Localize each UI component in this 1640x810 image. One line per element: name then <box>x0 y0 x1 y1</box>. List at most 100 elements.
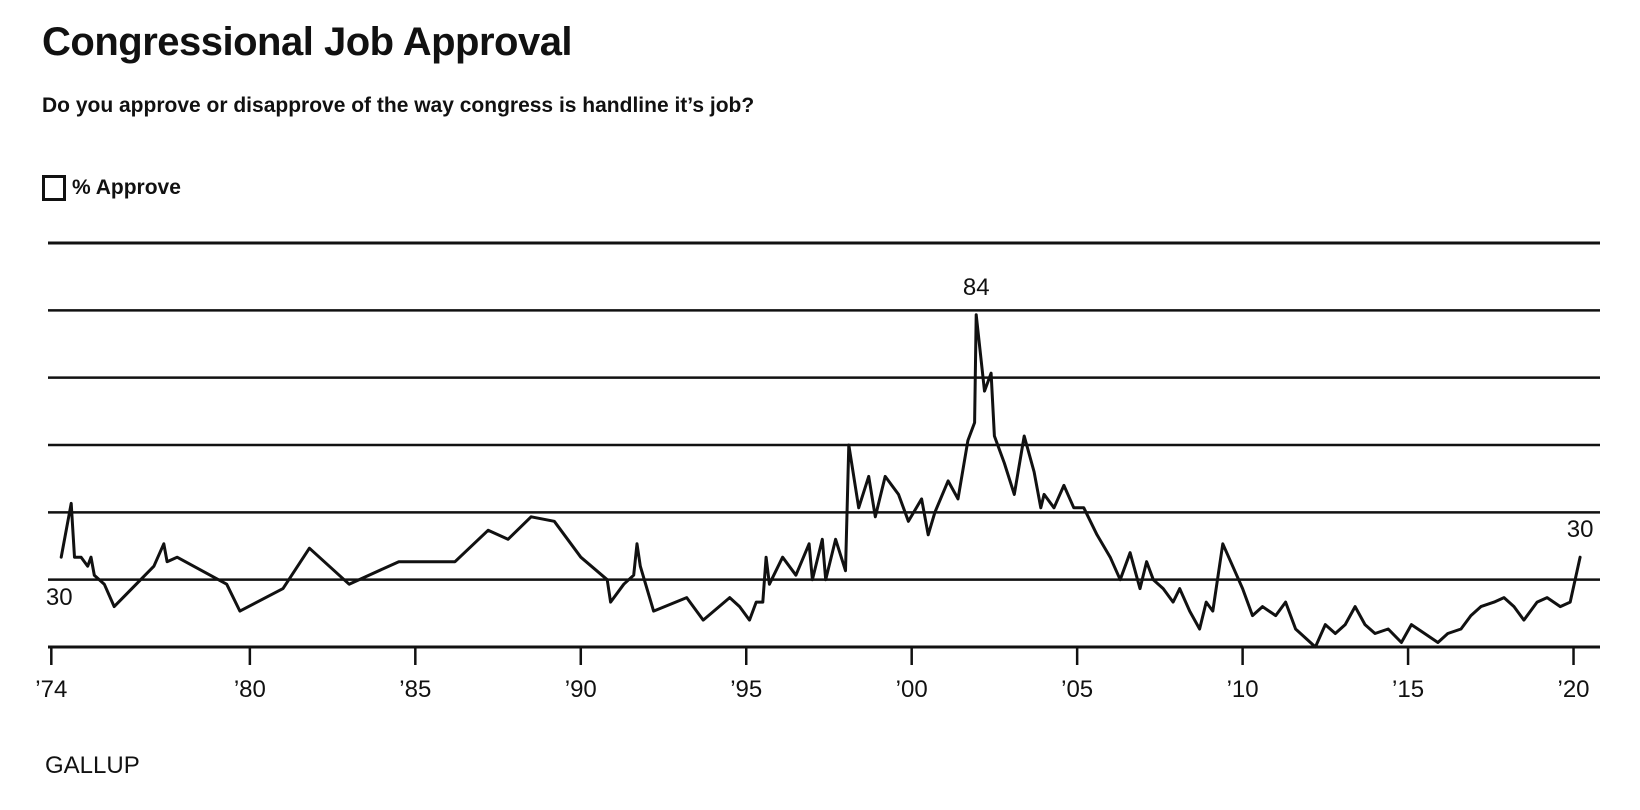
data-point <box>1460 628 1462 630</box>
data-point <box>1222 543 1224 545</box>
x-tick-label: ’05 <box>1061 676 1093 703</box>
data-point <box>1275 615 1277 617</box>
data-point <box>348 583 350 585</box>
x-tick-label: ’15 <box>1392 676 1424 703</box>
data-point <box>639 565 641 567</box>
data-point <box>1493 601 1495 603</box>
data-point <box>825 579 827 581</box>
data-point <box>1480 606 1482 608</box>
data-point <box>226 583 228 585</box>
data-point <box>70 502 72 504</box>
data-point <box>1109 556 1111 558</box>
gridlines <box>48 241 1600 649</box>
data-point <box>633 574 635 576</box>
data-point <box>1023 435 1025 437</box>
data-point <box>1129 552 1131 554</box>
data-point <box>1334 632 1336 635</box>
data-point <box>957 498 959 500</box>
data-point <box>636 543 638 545</box>
data-point <box>176 556 178 558</box>
data-point <box>975 314 977 316</box>
data-point <box>1579 556 1581 558</box>
data-point <box>1261 606 1264 608</box>
data-point <box>166 561 168 563</box>
data-point <box>113 606 115 608</box>
data-point <box>974 422 976 424</box>
data-point <box>983 390 986 392</box>
data-point <box>1083 507 1085 509</box>
x-tick-label: ’00 <box>896 676 928 703</box>
data-point <box>967 439 969 442</box>
data-point <box>1162 588 1164 590</box>
data-point <box>1314 646 1316 648</box>
data-point <box>947 480 949 482</box>
data-point <box>808 543 810 545</box>
data-point <box>239 610 241 612</box>
data-point <box>1424 632 1426 635</box>
data-point <box>153 565 155 567</box>
chart-subtitle: Do you approve or disapprove of the way … <box>42 94 755 117</box>
data-label: 84 <box>963 274 990 301</box>
gallup-brand: GALLUP <box>45 752 140 779</box>
x-tick-label: ’20 <box>1558 676 1590 703</box>
data-point <box>1470 615 1472 617</box>
data-point <box>858 507 860 509</box>
data-point <box>507 538 509 540</box>
data-point <box>1569 601 1571 603</box>
data-point <box>1251 615 1254 617</box>
data-point <box>768 583 771 585</box>
data-point <box>487 529 489 531</box>
x-tick-label: ’80 <box>234 676 266 703</box>
data-point <box>1033 471 1035 473</box>
data-point <box>993 435 996 437</box>
x-tick-label: ’90 <box>565 676 597 703</box>
data-point <box>610 601 612 603</box>
data-point <box>795 574 797 576</box>
data-point <box>1172 601 1174 603</box>
data-point <box>606 579 608 581</box>
data-point <box>1063 484 1065 486</box>
data-point <box>927 534 929 536</box>
legend-label: % Approve <box>72 176 181 199</box>
data-point <box>844 570 847 572</box>
data-point <box>454 561 456 563</box>
data-point <box>103 583 105 585</box>
approve-series-line <box>59 313 1582 649</box>
data-point <box>1013 493 1015 495</box>
data-label: 30 <box>1567 516 1594 543</box>
data-point <box>1189 610 1191 612</box>
data-point <box>1546 597 1548 599</box>
data-point <box>1205 601 1207 603</box>
x-tick-label: ’10 <box>1227 676 1259 703</box>
data-point <box>1513 606 1515 608</box>
data-point <box>1400 641 1402 644</box>
data-point <box>1212 610 1214 612</box>
data-point <box>163 543 165 545</box>
data-point <box>60 556 62 558</box>
data-point <box>1354 606 1356 608</box>
data-point <box>907 520 910 522</box>
data-point <box>934 511 936 513</box>
annotations: 30 84 30 <box>46 274 1594 611</box>
data-point <box>1096 534 1098 536</box>
data-point <box>1364 624 1366 626</box>
data-point <box>821 538 823 540</box>
data-point <box>398 561 400 563</box>
data-point <box>1387 628 1389 630</box>
data-point <box>868 475 870 477</box>
data-point <box>782 556 784 558</box>
data-label: 30 <box>46 584 73 611</box>
data-point <box>1324 624 1326 626</box>
data-point <box>1536 601 1538 603</box>
x-tick-label: ’74 <box>35 676 67 703</box>
data-point <box>1053 507 1055 509</box>
x-axis: ’74 ’80 ’85 ’90 ’95 ’00 ’05 ’10 ’15 ’20 <box>35 647 1590 703</box>
data-point <box>1139 588 1141 590</box>
data-point <box>848 444 850 446</box>
x-tick-label: ’85 <box>399 676 431 703</box>
data-point <box>1437 641 1439 644</box>
data-point <box>282 588 284 590</box>
legend-swatch <box>42 175 66 201</box>
data-point <box>1146 561 1148 563</box>
data-point <box>93 574 95 576</box>
